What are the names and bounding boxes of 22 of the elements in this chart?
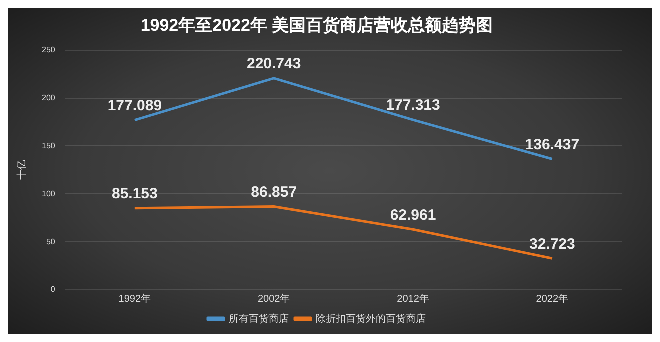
data-label: 220.743 [246, 56, 302, 73]
data-label: 86.857 [251, 184, 298, 201]
x-tick-label: 2022年 [536, 292, 569, 305]
y-axis-title: 十亿 [16, 160, 28, 180]
data-label: 85.153 [112, 186, 158, 203]
legend-label: 所有百货商店 [229, 312, 289, 325]
x-tick-label: 2002年 [258, 292, 290, 305]
data-label: 177.089 [108, 97, 162, 114]
data-label: 62.961 [390, 206, 436, 224]
x-tick-label: 2012年 [397, 292, 430, 305]
y-tick-label: 200 [42, 94, 56, 103]
y-tick-label: 50 [46, 237, 56, 246]
y-tick-label: 250 [42, 46, 56, 55]
y-tick-label: 0 [50, 285, 56, 294]
y-tick-label: 150 [42, 141, 56, 150]
data-label: 32.723 [529, 236, 576, 253]
chart-title: 1992年至2022年 美国百货商店营收总额趋势图 [140, 16, 494, 35]
data-label: 136.437 [525, 136, 580, 154]
legend-label: 除折扣百货外的百货商店 [316, 312, 426, 325]
x-tick-label: 1992年 [118, 292, 152, 305]
data-label: 177.313 [386, 97, 440, 114]
y-tick-label: 100 [42, 189, 56, 198]
